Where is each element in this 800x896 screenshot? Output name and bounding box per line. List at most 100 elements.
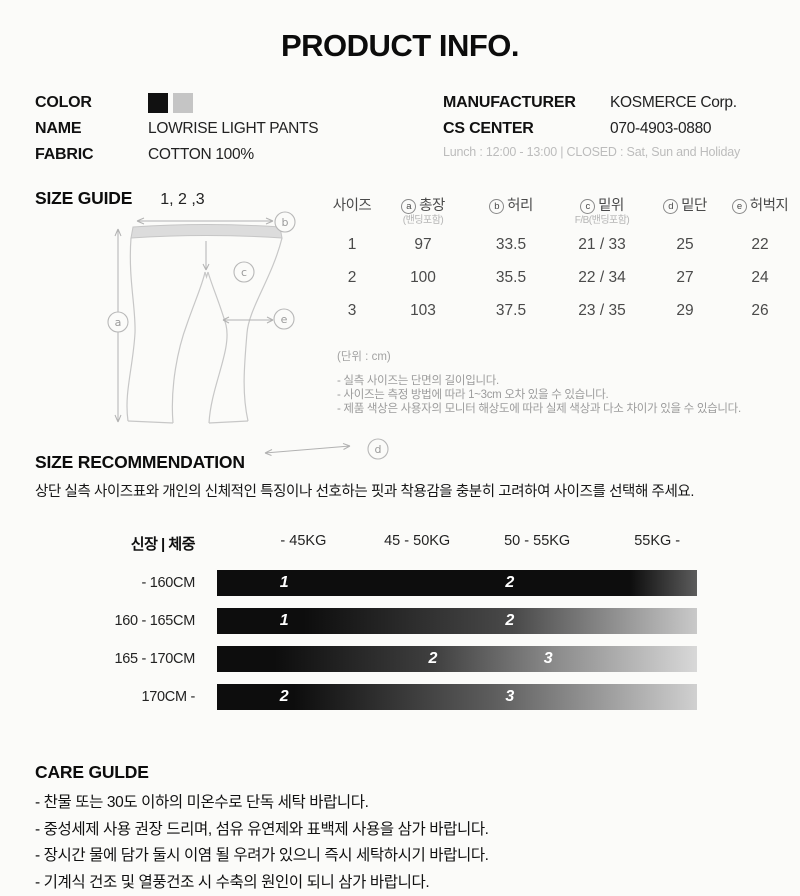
- size-table-cell: 24: [751, 269, 769, 286]
- fabric-row: FABRIC COTTON 100%: [35, 142, 318, 168]
- size-table-header: 사이즈: [328, 194, 376, 228]
- size-table-cell: 97: [414, 236, 432, 253]
- circle-d-icon: d: [663, 199, 679, 215]
- label-d-icon: d: [375, 443, 382, 456]
- size-guide-sizes: 1, 2 ,3: [160, 191, 205, 208]
- size-table-cell: 35.5: [495, 269, 527, 286]
- cs-center-row: CS CENTER 070-4903-0880: [443, 116, 740, 142]
- size-marker: 2: [428, 650, 438, 667]
- size-table-cell: 22: [751, 236, 769, 253]
- size-guide-header: SIZE GUIDE 1, 2 ,3: [35, 188, 205, 209]
- manufacturer-label: MANUFACTURER: [443, 94, 576, 111]
- size-marker: 3: [543, 650, 553, 667]
- height-row-label: - 160CM: [141, 575, 196, 591]
- care-item: - 중성세제 사용 권장 드리며, 섬유 유연제와 표백제 사용을 삼가 바랍니…: [35, 820, 489, 838]
- circle-b-icon: b: [489, 199, 505, 215]
- size-table-cell: 37.5: [495, 302, 527, 319]
- circle-c-icon: c: [580, 199, 596, 215]
- label-c-icon: c: [241, 266, 247, 279]
- circle-e-icon: e: [731, 199, 747, 215]
- weight-column-label: 55KG -: [634, 533, 681, 549]
- height-row-label: 160 - 165CM: [114, 613, 195, 629]
- size-table-header-label: 사이즈: [332, 198, 372, 214]
- size-marker: 2: [505, 612, 515, 629]
- measurement-arrows: [114, 217, 351, 456]
- size-table-cell: 103: [410, 302, 436, 319]
- size-note: - 제품 색상은 사용자의 모니터 해상도에 따라 실제 색상과 다소 차이가 …: [337, 403, 741, 415]
- size-table-header-sub: [718, 215, 800, 228]
- measurement-labels: b a c e d: [107, 211, 389, 460]
- size-table-header-sub: [328, 215, 376, 228]
- size-guide-heading: SIZE GUIDE: [35, 188, 133, 208]
- color-row: COLOR: [35, 90, 318, 116]
- size-recommendation-description: 상단 실측 사이즈표와 개인의 신체적인 특징이나 선호하는 핏과 착용감을 충…: [35, 484, 694, 500]
- care-list: - 찬물 또는 30도 이하의 미온수로 단독 세탁 바랍니다. - 중성세제 사…: [35, 790, 489, 896]
- reco-row: - 160CM 1 2: [0, 570, 800, 596]
- cs-center-phone: 070-4903-0880: [610, 120, 712, 137]
- circle-a-icon: a: [401, 199, 417, 215]
- size-table-header-sub: (밴딩포함): [402, 215, 444, 226]
- size-table: 사이즈 a 총장 (밴딩포함) b 허리 c 밑위 F/B(밴딩포함) d 밑단 e 허벅지 1 97 33.…: [328, 194, 800, 327]
- size-table-cell: 3: [347, 302, 357, 319]
- size-marker: 2: [505, 574, 515, 591]
- reco-rows: - 160CM 1 2 160 - 165CM 1 2 165 - 170CM 2 3 170CM…: [0, 570, 800, 710]
- label-b-icon: b: [282, 216, 289, 229]
- color-swatch-light-gray: [173, 93, 193, 113]
- unit-note: (단위 : cm): [337, 351, 391, 363]
- pants-measurement-diagram: b a c e d: [107, 211, 389, 460]
- weight-column-label: 50 - 55KG: [504, 533, 571, 549]
- manufacturer-info: MANUFACTURER KOSMERCE Corp. CS CENTER 07…: [443, 90, 740, 159]
- size-marker: 1: [279, 612, 289, 629]
- size-table-cell: 21 / 33: [578, 236, 626, 253]
- manufacturer-value: KOSMERCE Corp.: [610, 94, 737, 111]
- size-table-cell: 100: [410, 269, 436, 286]
- size-table-cell: 33.5: [495, 236, 527, 253]
- name-label: NAME: [35, 120, 82, 137]
- color-label: COLOR: [35, 94, 92, 111]
- page-title: PRODUCT INFO.: [280, 28, 520, 63]
- size-table-header-sub: [470, 215, 552, 228]
- size-table-cell: 25: [676, 236, 694, 253]
- product-attributes: COLOR NAME LOWRISE LIGHT PANTS FABRIC CO…: [35, 90, 319, 168]
- size-table-header: b 허리: [470, 194, 552, 228]
- cs-hours-note: Lunch : 12:00 - 13:00 | CLOSED : Sat, Su…: [443, 145, 740, 159]
- care-item: - 장시간 물에 담가 둘시 이염 될 우려가 있으니 즉시 세탁하시기 바랍니…: [35, 847, 489, 864]
- size-table-cell: 23 / 35: [578, 302, 626, 319]
- size-recommendation-heading: SIZE RECOMMENDATION: [35, 452, 245, 472]
- height-row-label: 170CM -: [141, 689, 196, 705]
- weight-columns: - 45KG 45 - 50KG 50 - 55KG 55KG -: [217, 533, 697, 553]
- size-table-header-label: d 밑단: [652, 194, 718, 215]
- reco-row: 165 - 170CM 2 3: [0, 646, 800, 672]
- height-weight-corner-label: 신장 | 체중: [130, 536, 196, 553]
- label-a-icon: a: [115, 316, 122, 329]
- care-item: - 기계식 건조 및 열풍건조 시 수축의 원인이 되니 삼가 바랍니다.: [35, 873, 430, 891]
- size-table-header-label: a 총장: [376, 194, 470, 215]
- reco-row: 160 - 165CM 1 2: [0, 608, 800, 634]
- size-marker: 2: [279, 688, 289, 705]
- product-name: LOWRISE LIGHT PANTS: [148, 120, 319, 137]
- size-table-header: d 밑단: [652, 194, 718, 228]
- size-table-header-label: e 허벅지: [718, 194, 800, 215]
- reco-header: 신장 | 체중 - 45KG 45 - 50KG 50 - 55KG 55KG -: [0, 528, 800, 570]
- size-table-header: a 총장 (밴딩포함): [376, 194, 470, 228]
- name-row: NAME LOWRISE LIGHT PANTS: [35, 116, 319, 142]
- size-table-cell: 26: [751, 302, 769, 319]
- manufacturer-row: MANUFACTURER KOSMERCE Corp.: [443, 90, 740, 116]
- size-marker: 1: [279, 574, 289, 591]
- size-notes: - 실측 사이즈는 단면의 길이입니다. - 사이즈는 측정 방법에 따라 1~3…: [337, 374, 741, 416]
- size-table-header-sub: F/B(밴딩포함): [574, 215, 630, 226]
- weight-column-label: 45 - 50KG: [384, 533, 451, 549]
- size-table-cell: 1: [347, 236, 357, 253]
- size-table-header: e 허벅지: [718, 194, 800, 228]
- size-table-cell: 2: [347, 269, 357, 286]
- size-recommendation-table: 신장 | 체중 - 45KG 45 - 50KG 50 - 55KG 55KG - -…: [0, 528, 800, 722]
- height-row-label: 165 - 170CM: [114, 651, 195, 667]
- size-note: - 사이즈는 측정 방법에 따라 1~3cm 오차 있을 수 있습니다.: [337, 389, 609, 401]
- pants-outline: [126, 224, 283, 424]
- color-swatches: [148, 93, 193, 113]
